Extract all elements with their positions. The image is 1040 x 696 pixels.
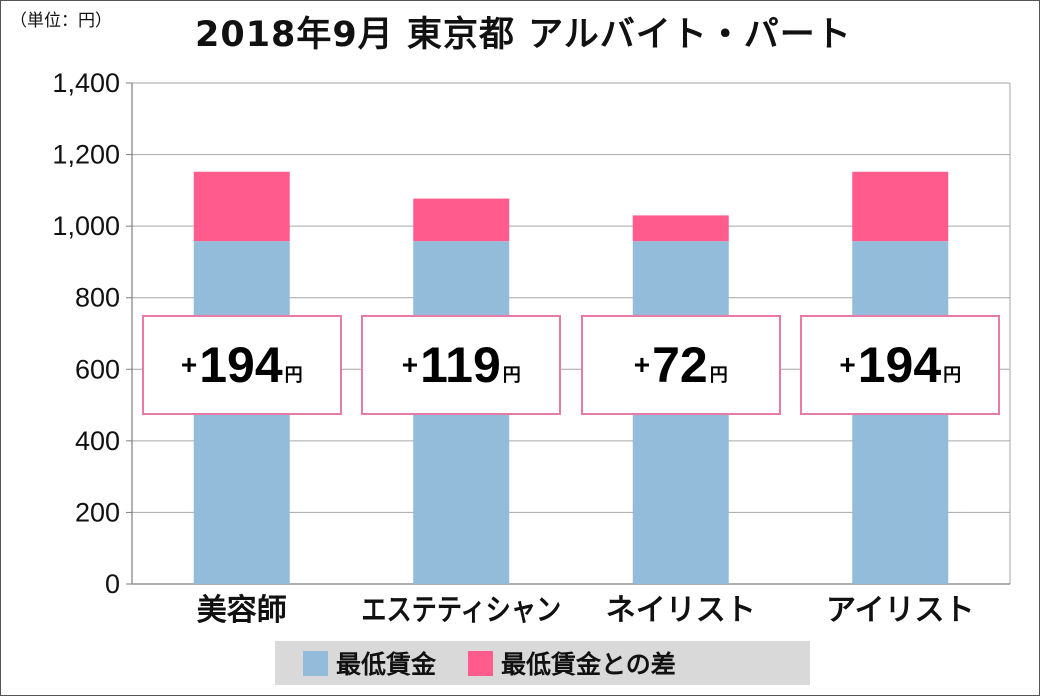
chart-title: 2018年9月 東京都 アルバイト・パート: [195, 15, 852, 55]
difference-sign: +: [839, 349, 856, 380]
difference-unit: 円: [284, 365, 303, 386]
difference-unit: 円: [943, 365, 962, 386]
difference-label-box: +72 円: [580, 315, 781, 415]
bar-difference: [413, 198, 510, 242]
y-tick-label: 0: [105, 569, 120, 599]
difference-label-box: +194 円: [800, 315, 1001, 415]
y-tick-label: 400: [75, 426, 120, 456]
y-tick-label: 1,400: [52, 68, 120, 98]
x-category-label: アイリスト: [826, 593, 975, 628]
unit-label: （単位：円）: [10, 11, 112, 31]
x-category-label: 美容師: [197, 593, 287, 628]
difference-value: 194: [857, 337, 942, 393]
difference-value: 119: [420, 337, 501, 393]
difference-sign: +: [633, 349, 651, 380]
legend-item-min-wage: 最低賃金: [303, 645, 436, 681]
difference-value: 194: [199, 337, 283, 393]
difference-unit: 円: [709, 365, 728, 386]
difference-value: 72: [652, 337, 708, 393]
legend-label-difference: 最低賃金との差: [501, 650, 676, 679]
difference-sign: +: [401, 349, 419, 380]
legend: 最低賃金 最低賃金との差: [275, 641, 810, 685]
y-tick-label: 600: [75, 354, 120, 384]
difference-unit: 円: [502, 365, 521, 386]
difference-label-box: +119 円: [361, 315, 562, 415]
legend-swatch-difference: [468, 650, 494, 676]
y-tick-label: 200: [75, 497, 120, 527]
bar-difference: [852, 171, 949, 242]
y-tick-label: 1,000: [52, 211, 120, 241]
difference-sign: +: [180, 349, 198, 380]
difference-label-box: +194 円: [141, 315, 342, 415]
x-category-label: エステティシャン: [361, 593, 561, 628]
legend-item-difference: 最低賃金との差: [468, 645, 676, 681]
bar-difference: [632, 215, 729, 242]
x-category-label: ネイリスト: [606, 593, 756, 628]
legend-swatch-min-wage: [303, 650, 328, 676]
y-tick-label: 800: [75, 283, 120, 313]
y-tick-label: 1,200: [52, 140, 120, 170]
bar-difference: [193, 171, 290, 242]
legend-label-min-wage: 最低賃金: [336, 650, 437, 679]
